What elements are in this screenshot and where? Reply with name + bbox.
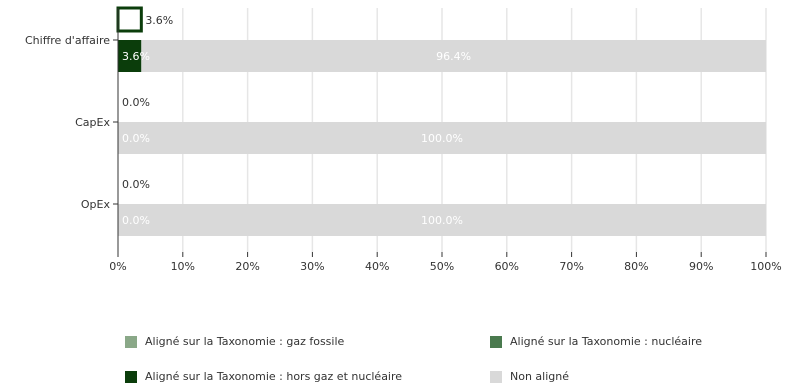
x-tick-label: 40%: [365, 260, 389, 273]
x-tick-label: 100%: [750, 260, 781, 273]
non-aligned-value-label: 100.0%: [421, 214, 463, 227]
x-tick-label: 80%: [624, 260, 648, 273]
legend-label-hors-gaz-nucleaire: Aligné sur la Taxonomie : hors gaz et nu…: [145, 370, 403, 383]
category-label: OpEx: [81, 198, 111, 211]
bars: [116, 6, 766, 236]
legend-item-non-aligne: Non aligné: [490, 370, 569, 383]
x-tick-label: 10%: [171, 260, 195, 273]
top-bar-aligned: [116, 6, 143, 33]
taxonomy-bar-chart: 3.6% 3.6% 96.4% 0.0% 0.0% 100.0% 0.0% 0.0% 100.0…: [25, 6, 782, 273]
non-aligned-value-label: 96.4%: [436, 50, 471, 63]
non-aligned-value-label: 100.0%: [421, 132, 463, 145]
legend-swatch-hors-gaz-nucleaire: [125, 370, 137, 383]
legend-label-gaz-fossile: Aligné sur la Taxonomie : gaz fossile: [145, 335, 345, 348]
stacked-segment: [118, 122, 766, 154]
legend-swatch-non-aligne: [490, 370, 502, 383]
aligned-value-label: 0.0%: [122, 214, 150, 227]
category-label: Chiffre d'affaire: [25, 34, 110, 47]
legend-swatch-gaz-fossile: [125, 335, 137, 348]
legend-item-gaz-fossile: Aligné sur la Taxonomie : gaz fossile: [125, 335, 344, 348]
legend-swatch-nucleaire: [490, 335, 502, 348]
x-tick-label: 60%: [495, 260, 519, 273]
top-bar-label: 3.6%: [145, 14, 173, 27]
axes: 0% 10% 20% 30% 40% 50% 60% 70% 80% 90% 100% Chiffre…: [25, 8, 782, 273]
aligned-value-label: 3.6%: [122, 50, 150, 63]
category-label: CapEx: [75, 116, 110, 129]
x-tick-label: 0%: [109, 260, 126, 273]
x-tick-label: 90%: [689, 260, 713, 273]
top-bar-label: 0.0%: [122, 178, 150, 191]
legend-label-nucleaire: Aligné sur la Taxonomie : nucléaire: [510, 335, 703, 348]
stacked-segment: [118, 204, 766, 236]
legend-item-nucleaire: Aligné sur la Taxonomie : nucléaire: [490, 335, 702, 348]
legend-label-non-aligne: Non aligné: [510, 370, 570, 383]
x-tick-label: 20%: [235, 260, 259, 273]
x-tick-label: 30%: [300, 260, 324, 273]
data-labels: 3.6% 3.6% 96.4% 0.0% 0.0% 100.0% 0.0% 0.0% 100.0…: [122, 14, 471, 227]
x-tick-label: 50%: [430, 260, 454, 273]
stacked-segment: [118, 40, 142, 72]
aligned-value-label: 0.0%: [122, 132, 150, 145]
legend-item-hors-gaz-nucleaire: Aligné sur la Taxonomie : hors gaz et nu…: [125, 370, 402, 383]
stacked-segment: [141, 40, 766, 72]
top-bar-label: 0.0%: [122, 96, 150, 109]
x-tick-label: 70%: [559, 260, 583, 273]
